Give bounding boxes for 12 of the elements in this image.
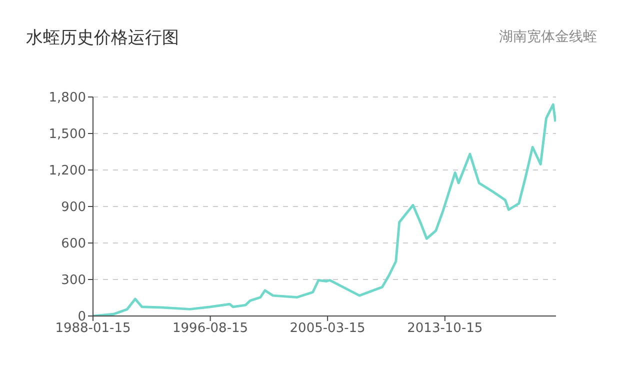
chart-title: 水蛭历史价格运行图 (26, 27, 179, 49)
chart-subtitle: 湖南宽体金线蛭 (499, 28, 597, 46)
y-tick-label: 1,800 (48, 90, 86, 106)
y-tick-label: 300 (61, 273, 86, 288)
y-tick-label: 600 (61, 236, 86, 252)
x-tick-label: 2005-03-15 (290, 321, 366, 336)
y-tick-label: 1,200 (48, 164, 86, 179)
y-tick-label: 900 (61, 200, 86, 216)
x-tick-label: 1988-01-15 (55, 321, 131, 336)
x-tick-label: 2013-10-15 (407, 321, 483, 336)
x-tick-label: 1996-08-15 (172, 321, 248, 336)
y-tick-label: 1,500 (48, 127, 86, 142)
